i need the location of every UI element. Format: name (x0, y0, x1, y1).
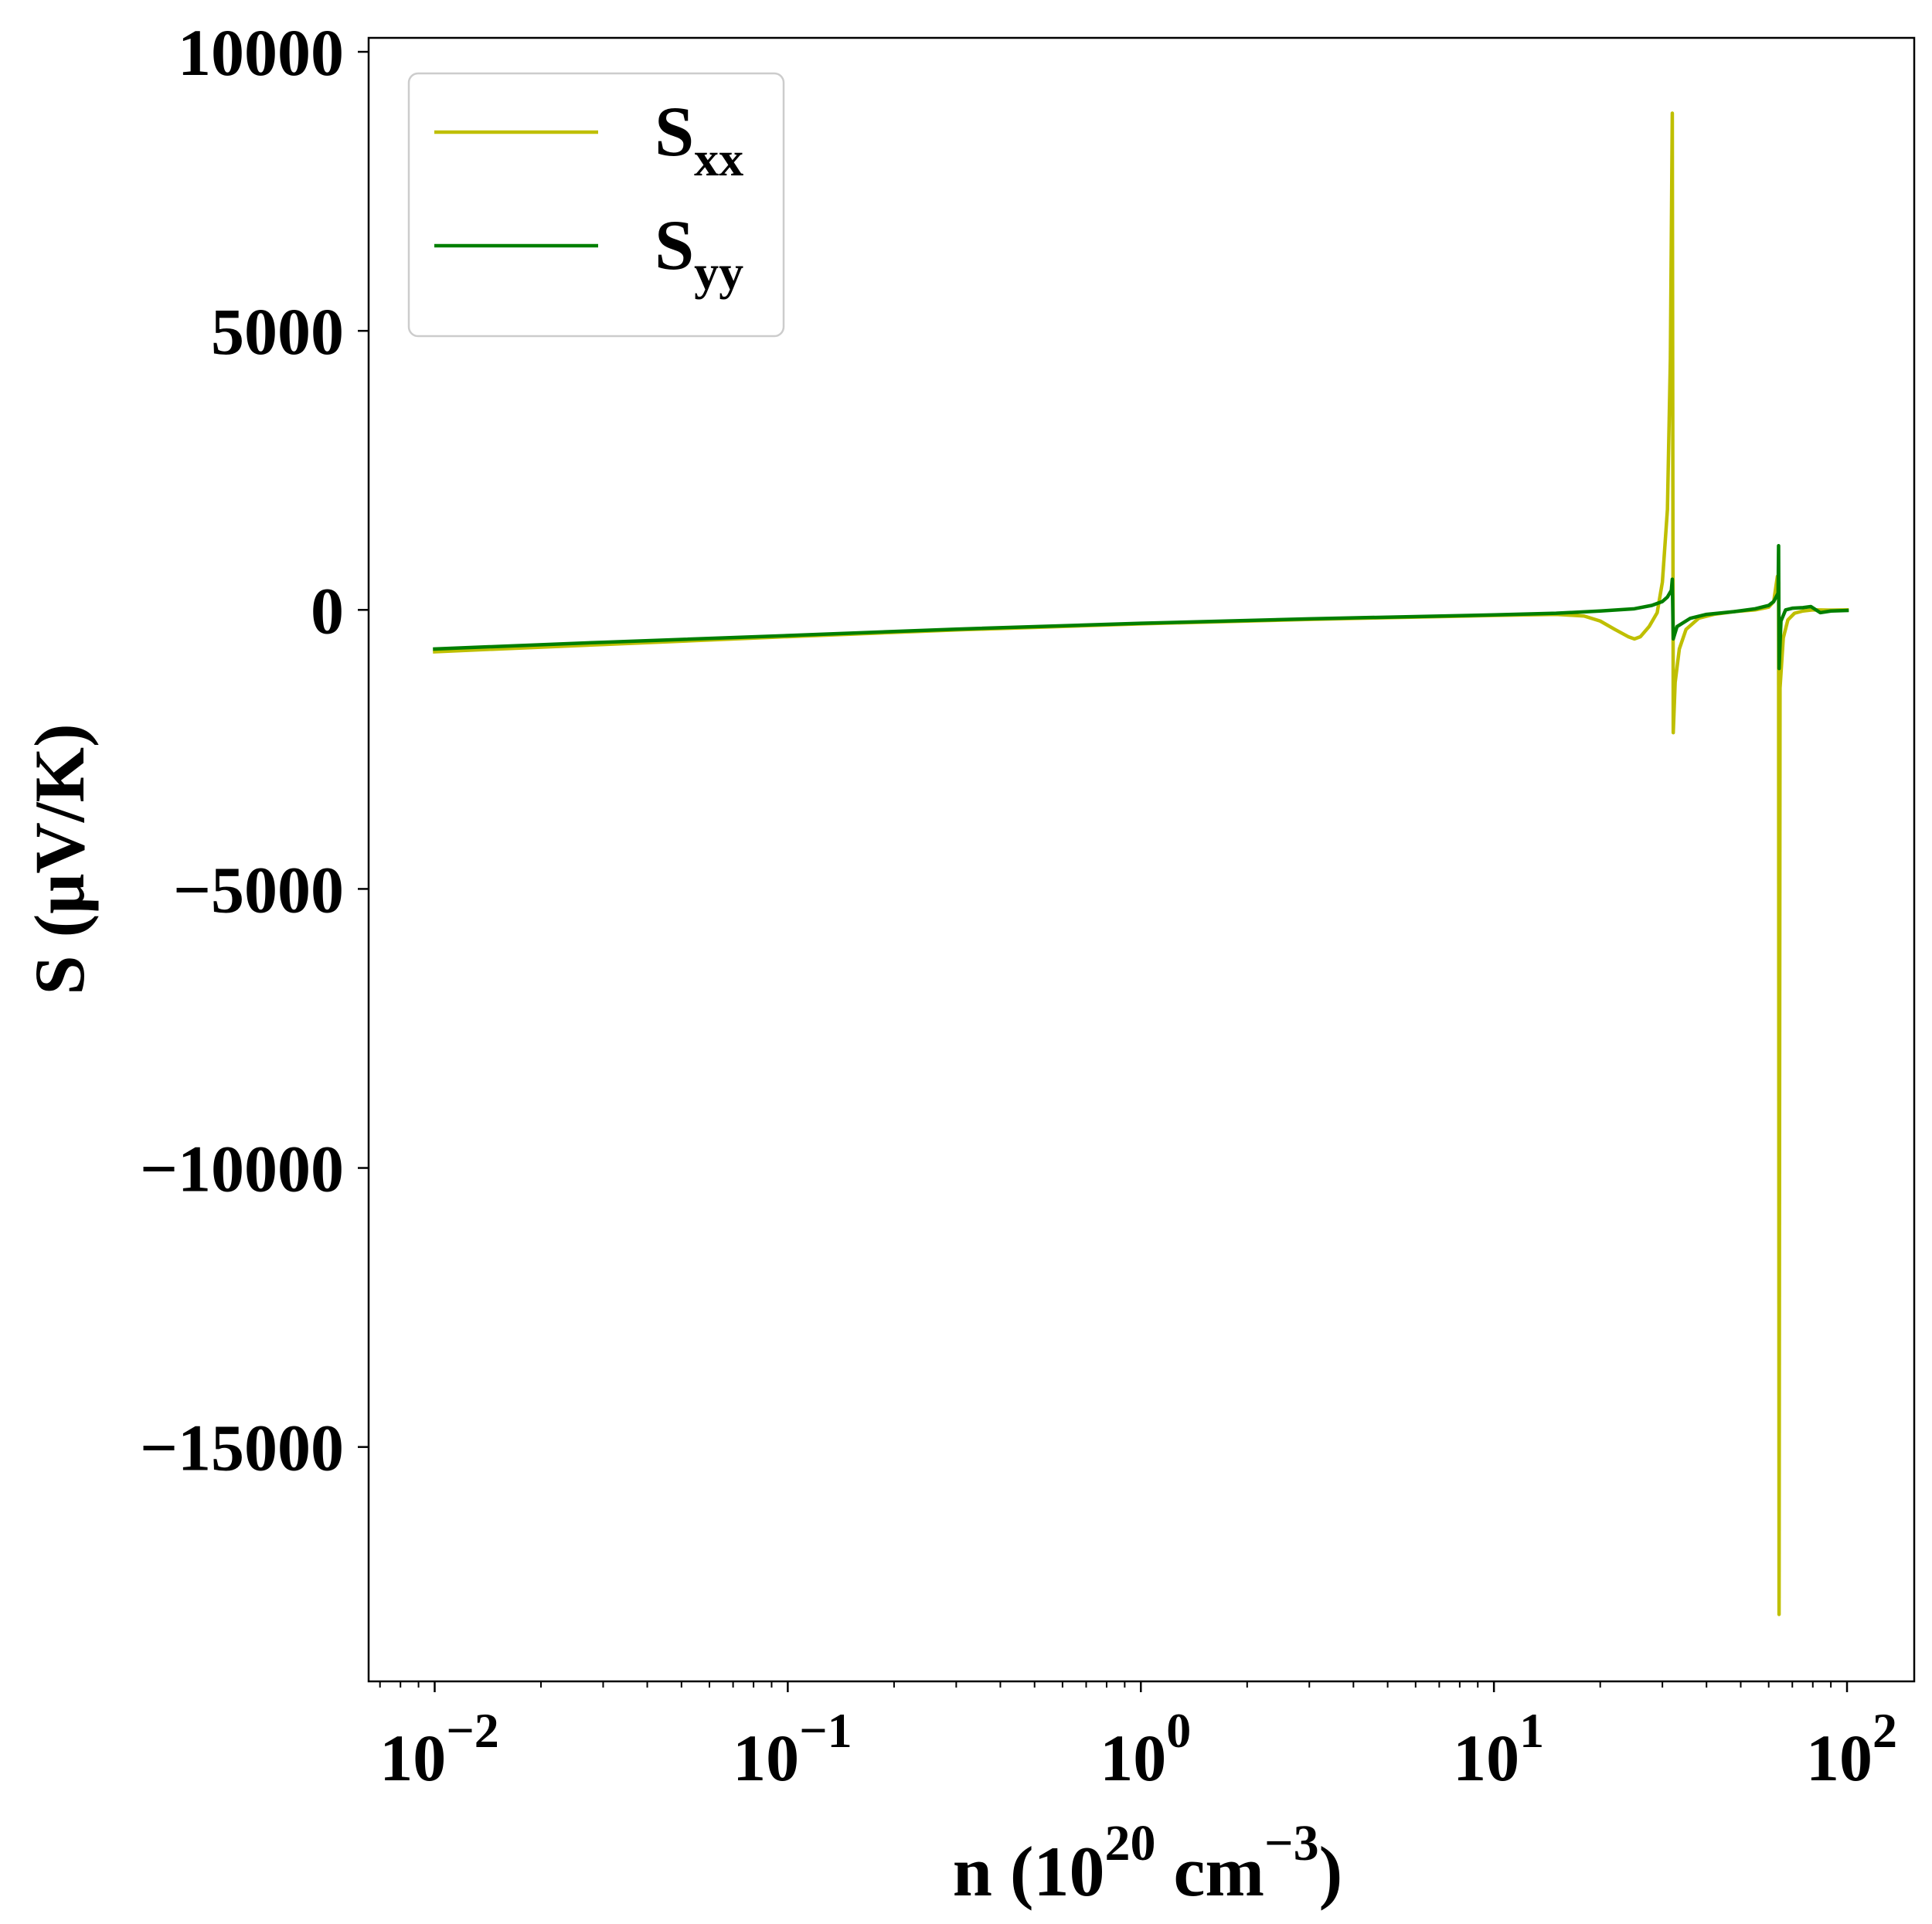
y-tick-label: 0 (311, 573, 344, 648)
axes: 10−2 10−1 100 101 1021000050000−5000−10000−1… (20, 15, 1916, 1911)
x-tick-label: 100 (1100, 1703, 1191, 1795)
x-axis-label: n (1020 cm−3) (953, 1815, 1343, 1911)
x-axis-label-text: n (10 (953, 1832, 1105, 1911)
legend-label-xx: Sxx (655, 92, 743, 186)
x-tick-label-exponent: 1 (1519, 1703, 1544, 1758)
x-axis-label-unit: cm (1156, 1832, 1264, 1911)
y-tick-label: −5000 (173, 852, 344, 926)
x-tick-label-base: 10 (733, 1721, 799, 1795)
x-tick-label-exponent: 0 (1166, 1703, 1191, 1758)
y-tick-label: −10000 (140, 1132, 344, 1206)
x-tick-label-base: 10 (379, 1721, 446, 1795)
x-tick-label-base: 10 (1453, 1721, 1519, 1795)
x-tick-label-exponent: −2 (446, 1703, 498, 1758)
legend-frame (407, 72, 785, 338)
x-axis-label-paren: ) (1319, 1832, 1343, 1911)
legend-label-symbol: S (655, 206, 694, 284)
x-axis-label-exponent: 20 (1105, 1815, 1156, 1871)
x-tick-label: 102 (1806, 1703, 1897, 1795)
x-axis-label-exponent: −3 (1264, 1815, 1319, 1871)
x-tick-label-exponent: 2 (1872, 1703, 1897, 1758)
series-lines (433, 111, 1849, 1616)
series-line-yy (433, 543, 1849, 671)
x-tick-label-exponent: −1 (799, 1703, 852, 1758)
x-tick-label-base: 10 (1806, 1721, 1872, 1795)
legend-label-subscript: xx (694, 131, 743, 186)
y-axis-label: S (μV/K) (20, 723, 99, 994)
x-tick-label: 101 (1453, 1703, 1544, 1795)
x-tick-label: 10−2 (379, 1703, 498, 1795)
legend-label-subscript: yy (694, 245, 743, 300)
y-tick-label: 10000 (178, 15, 344, 90)
legend-label-symbol: S (655, 92, 694, 171)
x-tick-label-base: 10 (1100, 1721, 1166, 1795)
legend-label-yy: Syy (655, 206, 743, 300)
y-tick-label: 5000 (211, 294, 344, 369)
x-tick-label: 10−1 (733, 1703, 852, 1795)
y-tick-label: −15000 (140, 1411, 344, 1485)
